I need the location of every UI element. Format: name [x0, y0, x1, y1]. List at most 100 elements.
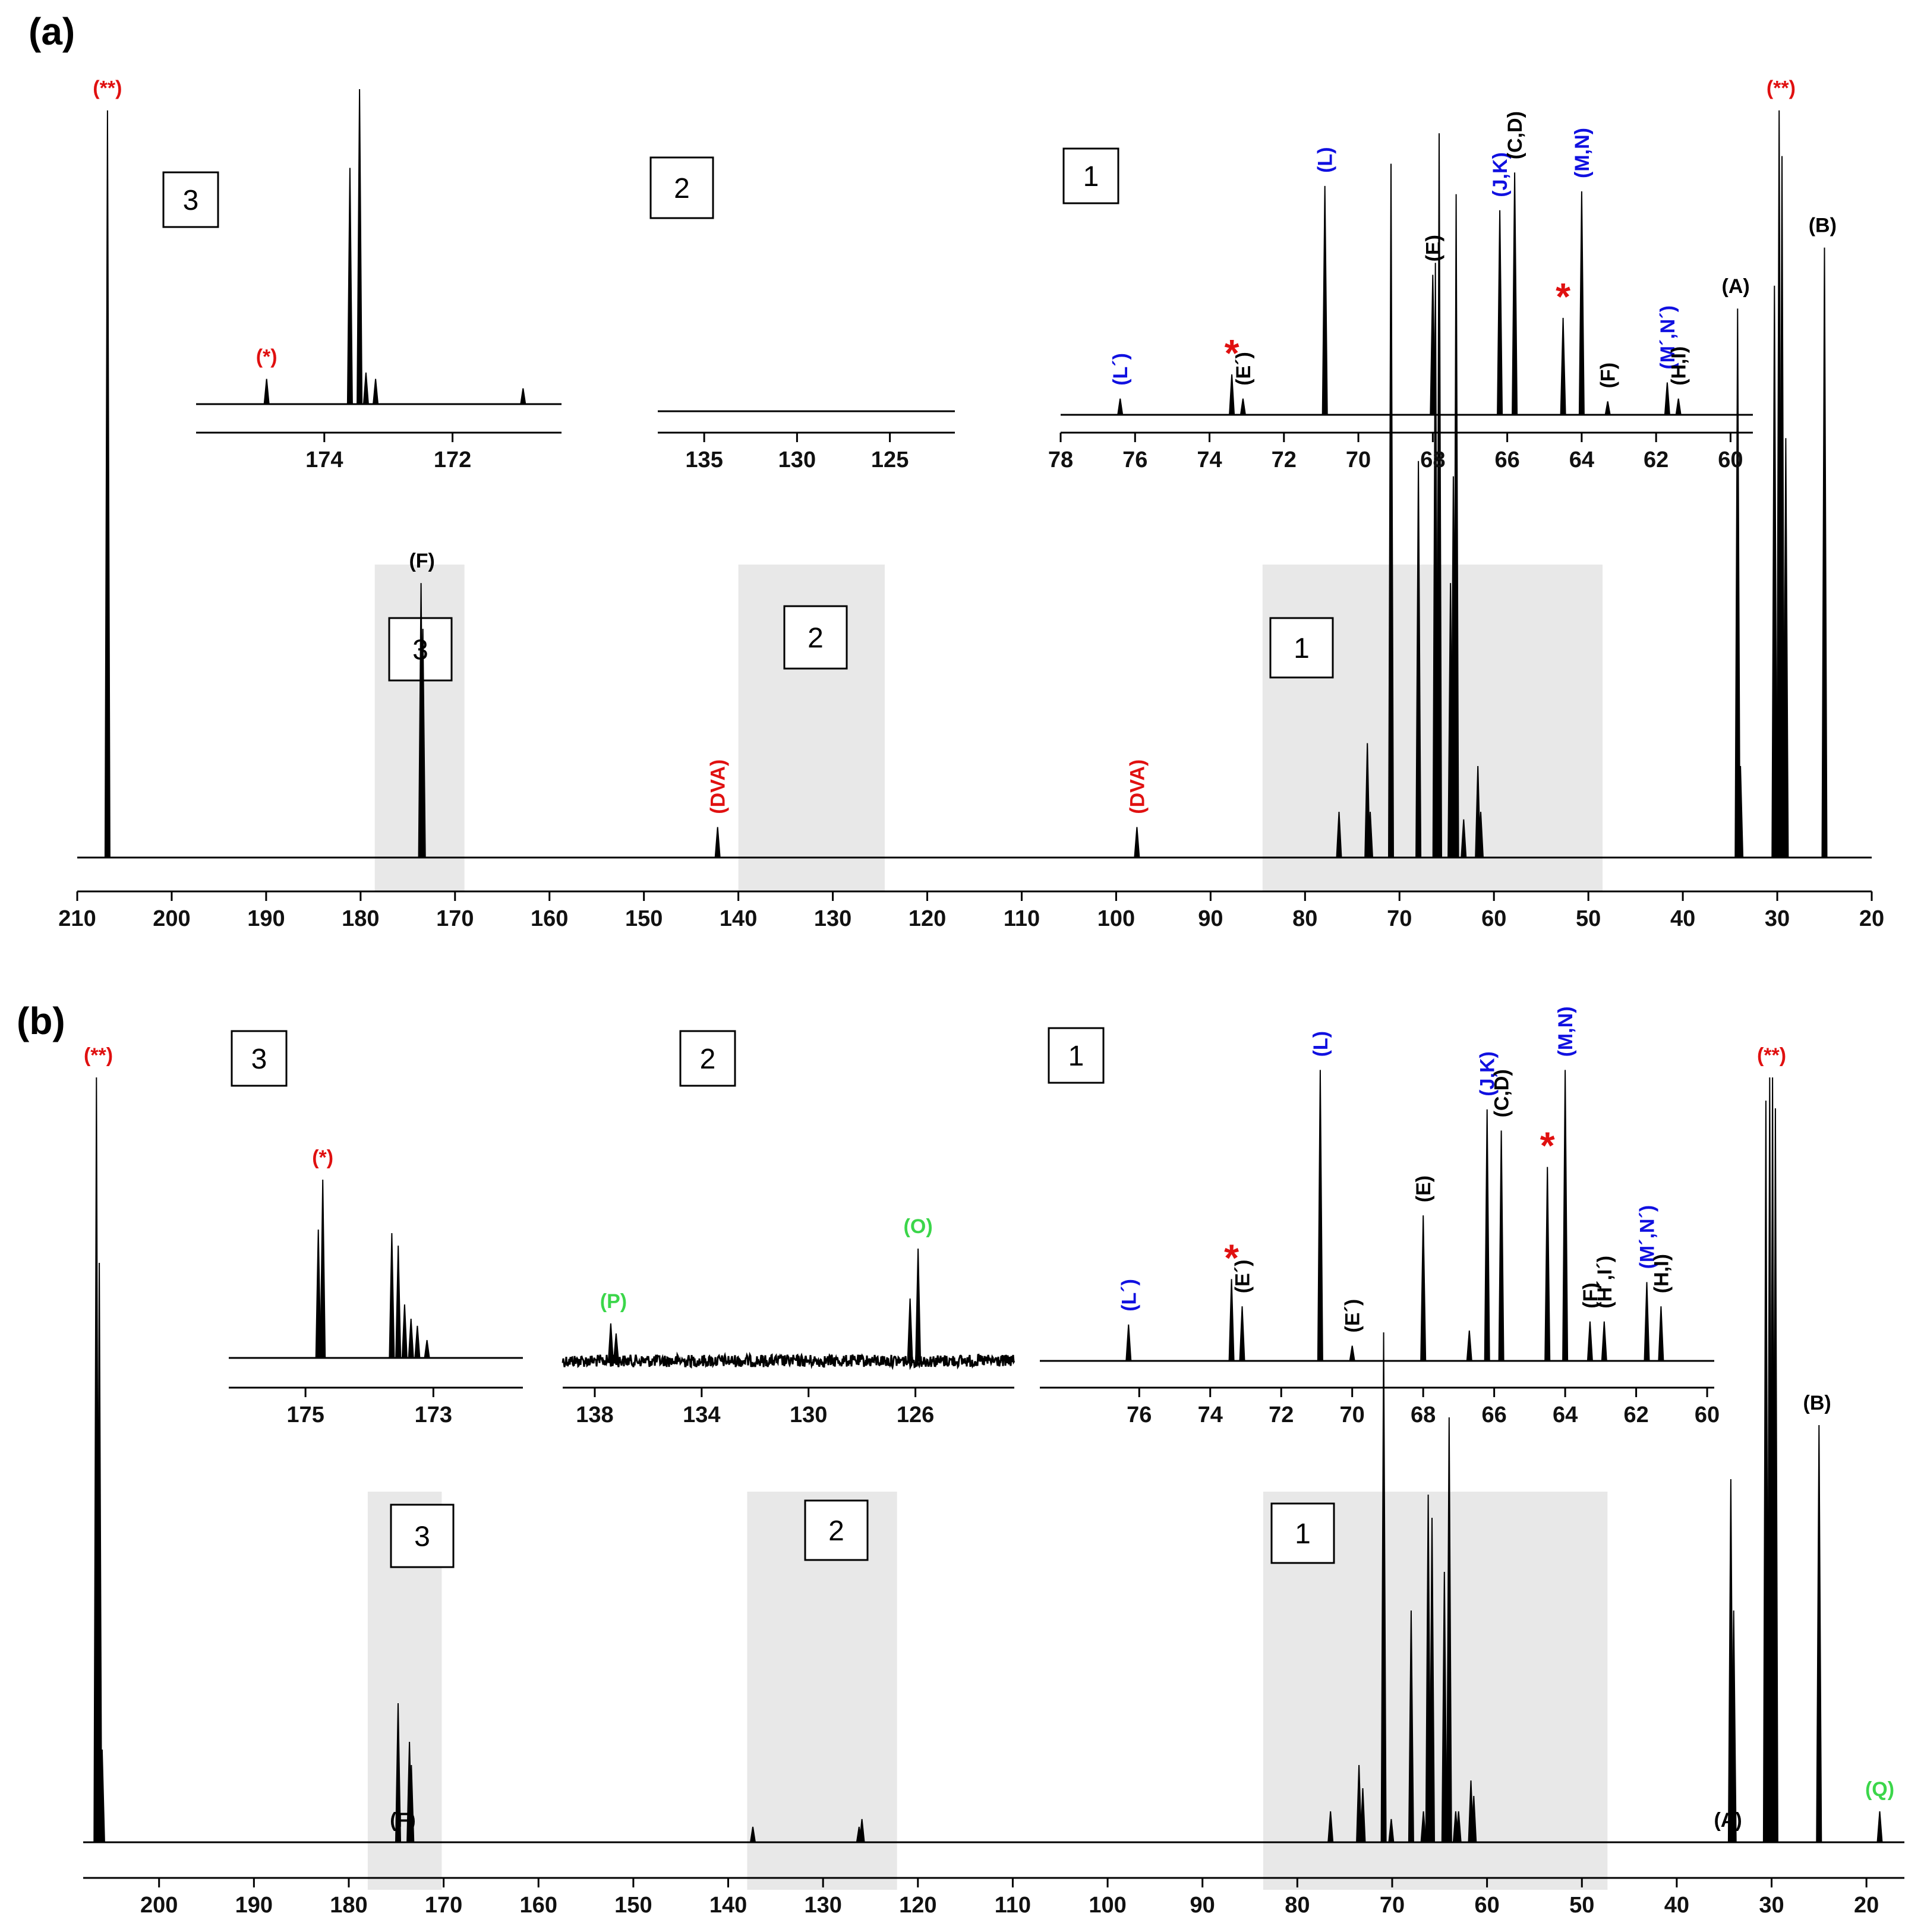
panel-a-inset-1-peak — [1321, 185, 1328, 415]
panel-b-main-peak — [1471, 1795, 1477, 1843]
panel-b-inset-1-tick-label: 76 — [1127, 1402, 1152, 1427]
panel-a-inset-2-box-label: 2 — [674, 173, 690, 204]
panel-b-inset-2-peak-label: (P) — [600, 1290, 627, 1313]
panel-b-inset-1-peak — [1228, 1279, 1235, 1361]
panel-a-main-tick-label: 200 — [153, 906, 190, 931]
panel-a-inset-1-peak-label: (C,D) — [1504, 111, 1526, 159]
panel-b-inset-1-peak — [1601, 1321, 1607, 1361]
panel-b-main-peak — [1446, 1417, 1452, 1843]
panel-a-main-peak — [420, 629, 426, 858]
panel-b-main-tick-label: 80 — [1285, 1893, 1310, 1918]
panel-b-main-peak-label: (Q) — [1865, 1778, 1894, 1801]
panel-a-inset-3-peak — [373, 379, 379, 405]
panel-b-inset-3-peak — [315, 1229, 321, 1359]
panel-a-inset-1-peak — [1578, 191, 1585, 415]
panel-a-main-tick-label: 30 — [1765, 906, 1790, 931]
panel-a-inset-1-tick-label: 70 — [1346, 447, 1371, 472]
panel-b-inset-3-box — [231, 1030, 288, 1087]
panel-a-main-tick-label: 140 — [720, 906, 757, 931]
panel-b-inset-1-peak-label: (J,K) — [1477, 1051, 1499, 1096]
panel-b-main-tick-label: 180 — [330, 1893, 367, 1918]
panel-b-main-tick-label: 60 — [1474, 1893, 1499, 1918]
panel-b-main-peak — [408, 1764, 415, 1843]
panel-b-main-peak — [749, 1826, 756, 1843]
panel-a-main-peak — [1436, 133, 1443, 858]
panel-a-main-tick-label: 160 — [531, 906, 568, 931]
panel-a-main-peak-label: (F) — [409, 550, 434, 572]
panel-a-inset-1-tick-label: 78 — [1048, 447, 1073, 472]
panel-b-main-peak-label: (F) — [390, 1809, 415, 1832]
panel-b-main-peak — [1356, 1764, 1362, 1843]
panel-b-region-2-box — [804, 1499, 869, 1561]
panel-a-inset-3-peak — [346, 168, 353, 405]
panel-b-inset-1-box-label: 1 — [1068, 1041, 1084, 1072]
panel-a-label: (a) — [29, 10, 75, 53]
panel-a-inset-1-peak-label: (L´) — [1109, 353, 1132, 386]
panel-b-inset-1-peak — [1484, 1109, 1490, 1361]
panel-b-main-peak — [1327, 1811, 1334, 1843]
panel-a-main-peak-label: (**) — [93, 77, 122, 100]
panel-a-main-peak-label: (B) — [1809, 215, 1837, 237]
panel-a-main-peak-label: (DVA) — [707, 759, 730, 814]
panel-b-main-tick-label: 40 — [1664, 1893, 1689, 1918]
panel-a-main-tick-label: 210 — [58, 906, 96, 931]
panel-b-inset-3-peak — [320, 1179, 326, 1359]
panel-a-inset-1-peak-label: (F) — [1597, 363, 1620, 388]
panel-a-region-1-box-label: 1 — [1294, 633, 1310, 664]
panel-a-inset-3-peak — [520, 388, 526, 405]
panel-a-inset-1-tick-label: 74 — [1197, 447, 1222, 472]
panel-b-inset-1-peak-label: (F) — [1579, 1282, 1602, 1308]
panel-b-inset-1-tick-label: 68 — [1411, 1402, 1436, 1427]
panel-a-main-peak — [1821, 247, 1828, 858]
panel-b-inset-3-peak — [395, 1245, 402, 1359]
panel-b-inset-1-peak — [1239, 1306, 1245, 1361]
panel-a-main-peak — [1453, 194, 1459, 858]
panel-a-inset-3-box — [162, 171, 219, 228]
panel-b-inset-1-peak-label: (M´,N´) — [1636, 1205, 1659, 1269]
panel-b-region-1-box — [1270, 1502, 1335, 1564]
panel-a-main-tick-label: 190 — [247, 906, 285, 931]
panel-a-region-1-box — [1269, 617, 1334, 679]
panel-a-main-peak — [1461, 819, 1467, 858]
panel-b-main-tick-label: 110 — [995, 1893, 1031, 1918]
panel-a-main-tick-label: 110 — [1004, 906, 1040, 931]
panel-b-main-tick-label: 130 — [804, 1893, 841, 1918]
panel-a-main-tick-label: 170 — [436, 906, 474, 931]
panel-b-inset-2-peak — [907, 1298, 913, 1361]
panel-a-inset-1-box-label: 1 — [1083, 161, 1099, 193]
panel-b-inset-1-box — [1048, 1027, 1105, 1084]
panel-b-inset-1-peak-label: (E) — [1412, 1175, 1435, 1202]
panel-b-main-tick-label: 50 — [1569, 1893, 1594, 1918]
panel-a-main-peak-label: (DVA) — [1126, 759, 1149, 814]
panel-a-inset-2-box — [649, 156, 714, 219]
panel-a-inset-1-peak — [1560, 317, 1566, 415]
panel-b-inset-1-tick-label: 64 — [1553, 1402, 1578, 1427]
panel-b-main-peak — [1408, 1610, 1414, 1843]
panel-b-inset-2-baseline — [562, 1351, 1015, 1370]
panel-b-inset-1-peak-label: (C,D) — [1491, 1069, 1513, 1117]
panel-a-inset-1-peak — [1117, 398, 1124, 415]
panel-a-main-peak — [1477, 811, 1484, 858]
panel-a-inset-1-tick-label: 72 — [1272, 447, 1297, 472]
panel-a-inset-1-tick-label: 66 — [1494, 447, 1519, 472]
panel-a-inset-2-tick-label: 135 — [685, 447, 723, 472]
panel-a-main-tick-label: 80 — [1292, 906, 1317, 931]
panel-a-inset-3-box-label: 3 — [183, 185, 199, 216]
panel-a-inset-1-peak-label: (J,K) — [1489, 152, 1512, 197]
panel-b-inset-1-peak — [1544, 1167, 1551, 1361]
panel-a-main-tick-label: 180 — [342, 906, 379, 931]
panel-b-inset-1-tick-label: 72 — [1269, 1402, 1294, 1427]
panel-b-main-peak-label: (B) — [1803, 1392, 1831, 1414]
panel-a-inset-1-tick-label: 76 — [1122, 447, 1147, 472]
panel-b-inset-1-tick-label: 66 — [1481, 1402, 1506, 1427]
panel-a-main-tick-label: 100 — [1097, 906, 1135, 931]
panel-b-main-tick-label: 200 — [140, 1893, 178, 1918]
panel-b-inset-1-peak-label: (E´) — [1232, 1260, 1254, 1294]
panel-a-inset-3-peak — [362, 372, 369, 405]
panel-a-inset-1-peak — [1675, 398, 1682, 415]
panel-a-main-tick-label: 120 — [909, 906, 946, 931]
panel-a-inset-3-tick-label: 172 — [434, 447, 471, 472]
panel-b-main-peak — [1428, 1517, 1436, 1843]
panel-b-main-peak-label: (**) — [1757, 1044, 1786, 1067]
